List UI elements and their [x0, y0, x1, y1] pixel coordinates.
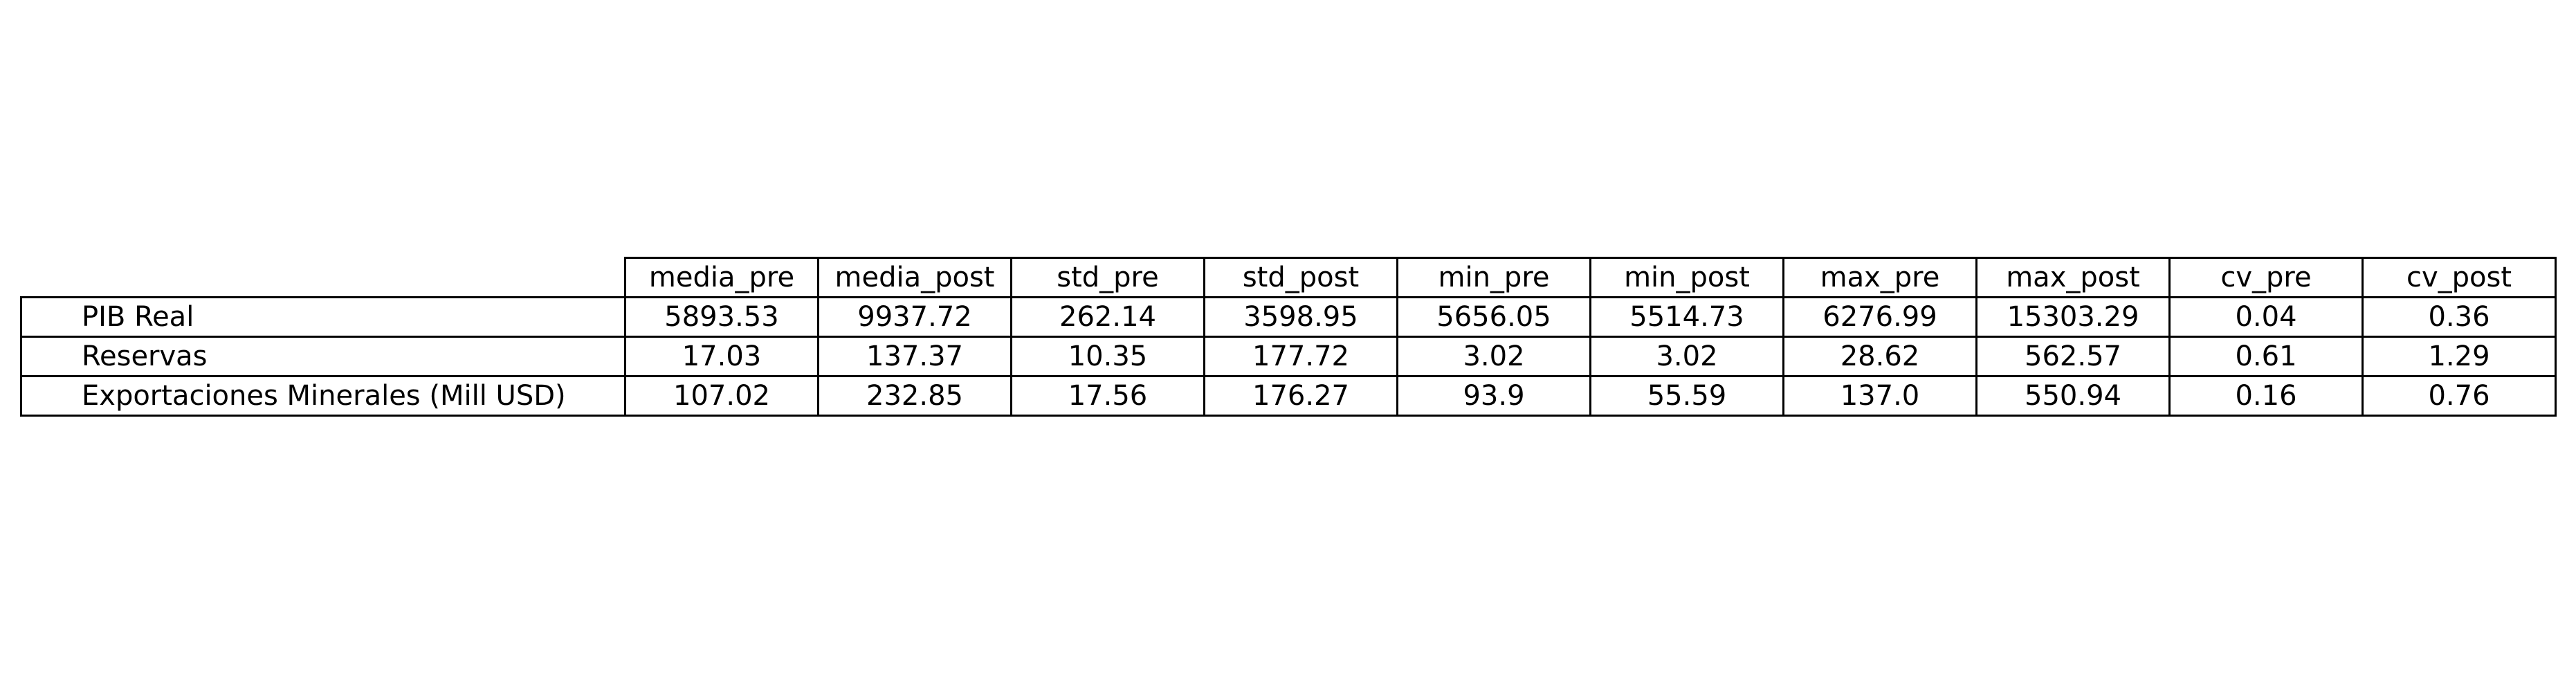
table-cell: 137.0: [1782, 375, 1977, 417]
corner-cell: [21, 257, 626, 298]
table-cell: 17.03: [624, 336, 819, 377]
table-cell: 10.35: [1010, 336, 1205, 377]
column-header: min_pre: [1396, 257, 1591, 298]
table-cell: 0.76: [2362, 375, 2557, 417]
table-cell: 9937.72: [817, 296, 1012, 338]
table-cell: 0.36: [2362, 296, 2557, 338]
header-row: media_pre media_post std_pre std_post min_pr…: [21, 257, 2557, 298]
table-cell: 1.29: [2362, 336, 2557, 377]
column-header: media_pre: [624, 257, 819, 298]
table-cell: 137.37: [817, 336, 1012, 377]
table-cell: 177.72: [1203, 336, 1398, 377]
table-row: Reservas 17.03 137.37 10.35 177.72 3.02 3.02 28…: [20, 336, 2557, 377]
column-header: min_post: [1589, 257, 1784, 298]
column-header: max_post: [1975, 257, 2171, 298]
table-cell: 28.62: [1782, 336, 1977, 377]
table-cell: 176.27: [1203, 375, 1398, 417]
table-cell: 3.02: [1396, 336, 1591, 377]
table-cell: 550.94: [1975, 375, 2171, 417]
table-cell: 55.59: [1589, 375, 1784, 417]
table-cell: 262.14: [1010, 296, 1205, 338]
table-cell: 107.02: [624, 375, 819, 417]
table-cell: 0.16: [2168, 375, 2364, 417]
row-label: Exportaciones Minerales (Mill USD): [20, 375, 626, 417]
column-header: cv_post: [2362, 257, 2557, 298]
table-cell: 6276.99: [1782, 296, 1977, 338]
row-label: Reservas: [20, 336, 626, 377]
table-cell: 93.9: [1396, 375, 1591, 417]
column-header: cv_pre: [2168, 257, 2364, 298]
column-header: std_pre: [1010, 257, 1205, 298]
table-row: Exportaciones Minerales (Mill USD) 107.02…: [20, 375, 2557, 417]
statistics-table: media_pre media_post std_pre std_post min_pr…: [20, 257, 2557, 417]
table-body: media_pre media_post std_pre std_post min_pr…: [20, 257, 2557, 417]
table-row: PIB Real 5893.53 9937.72 262.14 3598.95 5656.…: [20, 296, 2557, 338]
row-label: PIB Real: [20, 296, 626, 338]
table-cell: 5514.73: [1589, 296, 1784, 338]
table-cell: 3598.95: [1203, 296, 1398, 338]
table-cell: 0.04: [2168, 296, 2364, 338]
table-cell: 15303.29: [1975, 296, 2171, 338]
table-cell: 0.61: [2168, 336, 2364, 377]
table-cell: 562.57: [1975, 336, 2171, 377]
column-header: max_pre: [1782, 257, 1977, 298]
column-header: media_post: [817, 257, 1012, 298]
table-cell: 5893.53: [624, 296, 819, 338]
table-cell: 3.02: [1589, 336, 1784, 377]
table-cell: 5656.05: [1396, 296, 1591, 338]
column-header: std_post: [1203, 257, 1398, 298]
table-cell: 232.85: [817, 375, 1012, 417]
table-cell: 17.56: [1010, 375, 1205, 417]
